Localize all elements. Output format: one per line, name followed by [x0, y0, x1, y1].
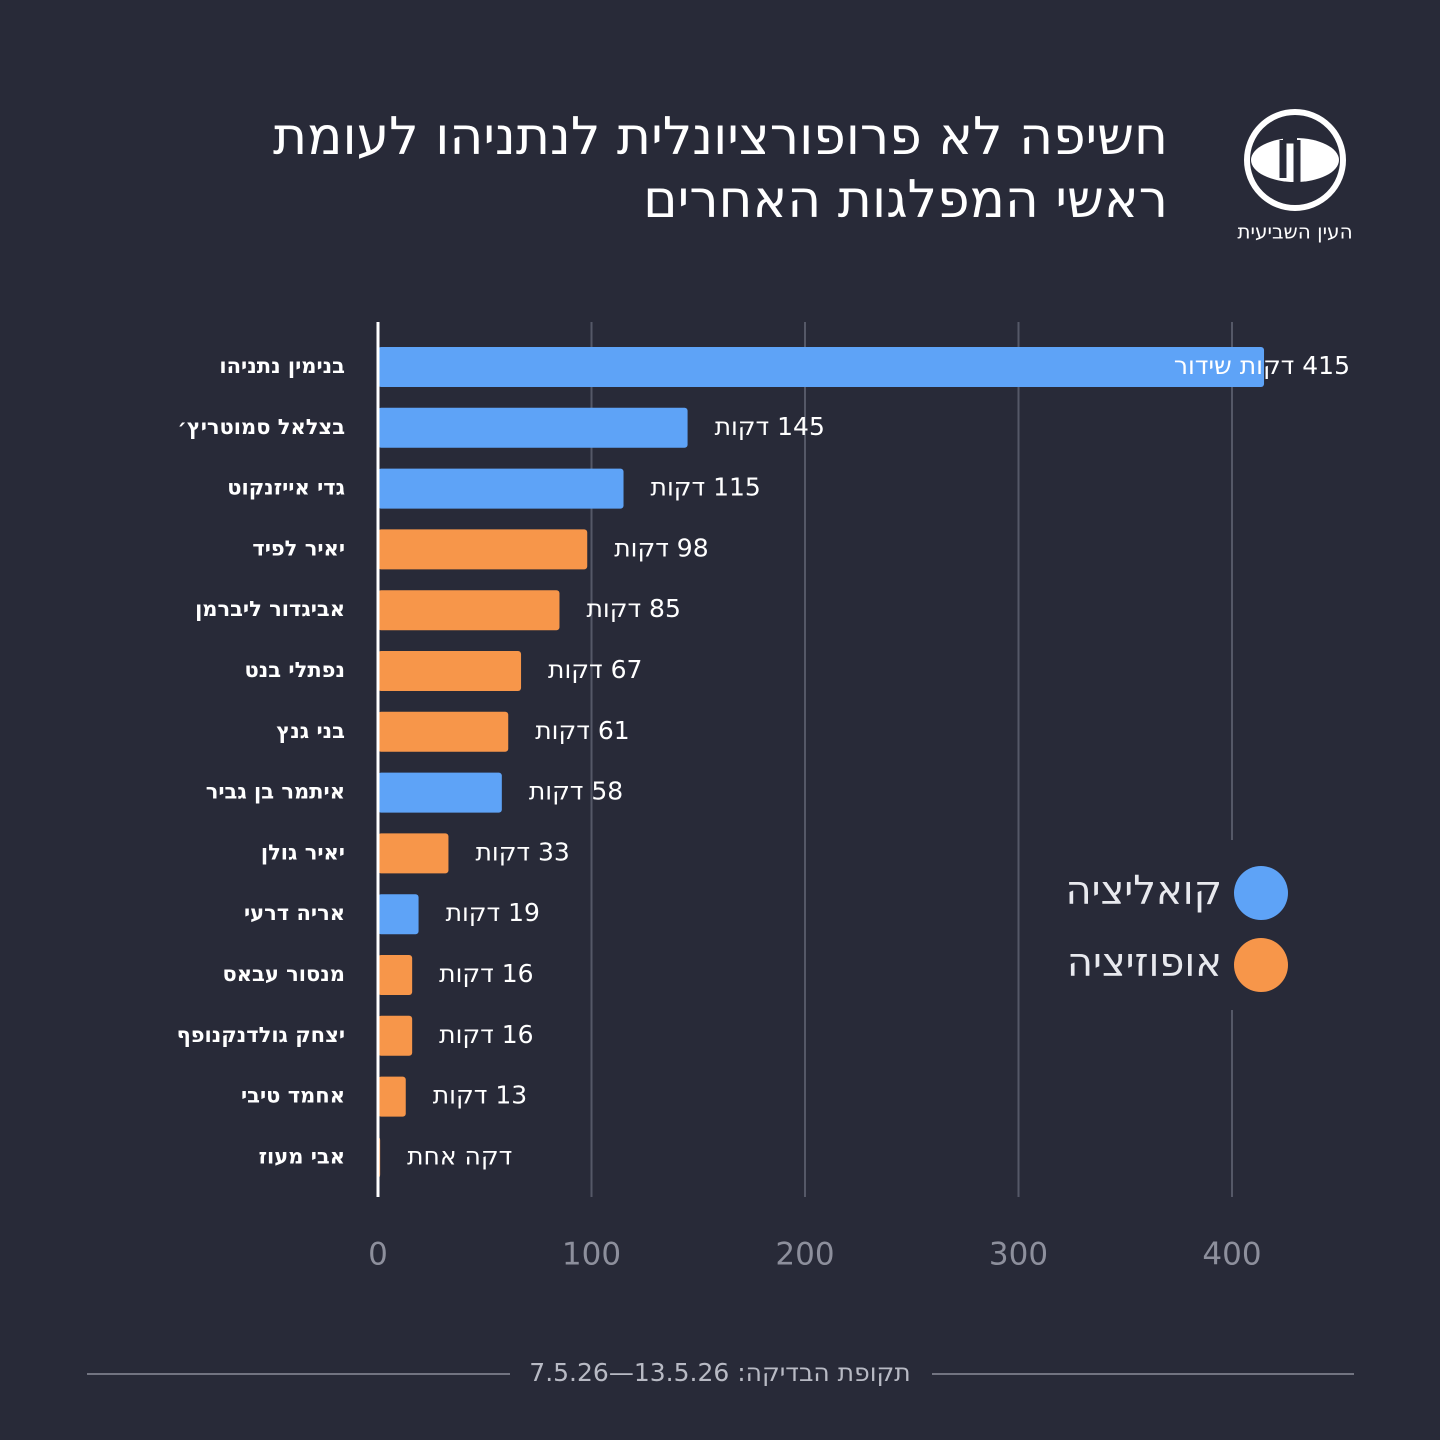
y-tick-label: נפתלי בנט	[245, 658, 345, 682]
value-label: 33 דקות	[475, 837, 569, 866]
bar	[378, 468, 624, 509]
value-label: 16 דקות	[439, 959, 533, 988]
logo-text: העין השביעית	[1237, 220, 1352, 244]
logo-ring	[1244, 109, 1346, 211]
legend-label: אופוזיציה	[1067, 940, 1222, 986]
bar	[378, 711, 509, 752]
y-tick-label: בצלאל סמוטריץ׳	[178, 415, 346, 439]
y-tick-label: בנימין נתניהו	[219, 354, 345, 378]
legend-swatch	[1234, 938, 1288, 992]
y-tick-label: אריה דרעי	[244, 901, 345, 925]
x-tick-label: 100	[562, 1237, 621, 1273]
bar	[378, 894, 419, 935]
x-tick-label: 400	[1202, 1237, 1261, 1273]
value-label: 98 דקות	[614, 533, 708, 562]
y-tick-label: יצחק גולדנקנופף	[177, 1023, 345, 1047]
legend-swatch	[1234, 866, 1288, 920]
value-label: 13 דקות	[433, 1081, 527, 1110]
chart-title: ראשי המפלגות האחרים	[643, 170, 1168, 230]
value-label: 115 דקות	[651, 473, 761, 502]
bar	[378, 651, 522, 691]
x-tick-label: 300	[989, 1237, 1048, 1273]
y-tick-label: יאיר גולן	[261, 840, 345, 864]
footer: תקופת הבדיקה: 13.5.26—7.5.26	[529, 1358, 910, 1387]
bar	[378, 407, 688, 448]
value-label: 16 דקות	[439, 1020, 533, 1049]
chart-title: חשיפה לא פרופורציונלית לנתניהו לעומת	[273, 107, 1168, 167]
y-tick-label: אחמד טיבי	[241, 1084, 345, 1108]
bar	[378, 833, 449, 874]
value-label: 19 דקות	[446, 898, 540, 927]
x-tick-label: 0	[368, 1237, 388, 1273]
bar	[378, 347, 1265, 387]
y-tick-label: אבי מעוז	[259, 1144, 345, 1168]
bar	[378, 590, 560, 631]
value-label: 85 דקות	[586, 594, 680, 623]
bar	[378, 1076, 406, 1117]
y-tick-label: גדי אייזנקוט	[227, 476, 345, 500]
y-tick-label: בני גנץ	[276, 719, 345, 743]
bar	[378, 529, 588, 570]
y-tick-label: מנסור עבאס	[222, 962, 345, 986]
x-tick-label: 200	[775, 1237, 834, 1273]
value-label: 67 דקות	[548, 655, 642, 684]
y-tick-label: יאיר לפיד	[252, 536, 345, 560]
value-label: 58 דקות	[529, 777, 623, 806]
value-label: 61 דקות	[535, 716, 629, 745]
bar	[378, 772, 502, 813]
logo-mark	[1279, 136, 1301, 182]
logo	[1244, 109, 1346, 211]
bar	[378, 1015, 413, 1056]
y-tick-label: איתמר בן גביר	[206, 780, 345, 804]
value-label: 145 דקות	[715, 412, 825, 441]
value-label: דקה אחת	[407, 1141, 512, 1170]
legend-label: קואליציה	[1065, 868, 1222, 914]
value-label: 415 דקות שידור	[1174, 351, 1350, 380]
bar	[378, 955, 413, 995]
y-tick-label: אביגדור ליברמן	[195, 597, 345, 621]
